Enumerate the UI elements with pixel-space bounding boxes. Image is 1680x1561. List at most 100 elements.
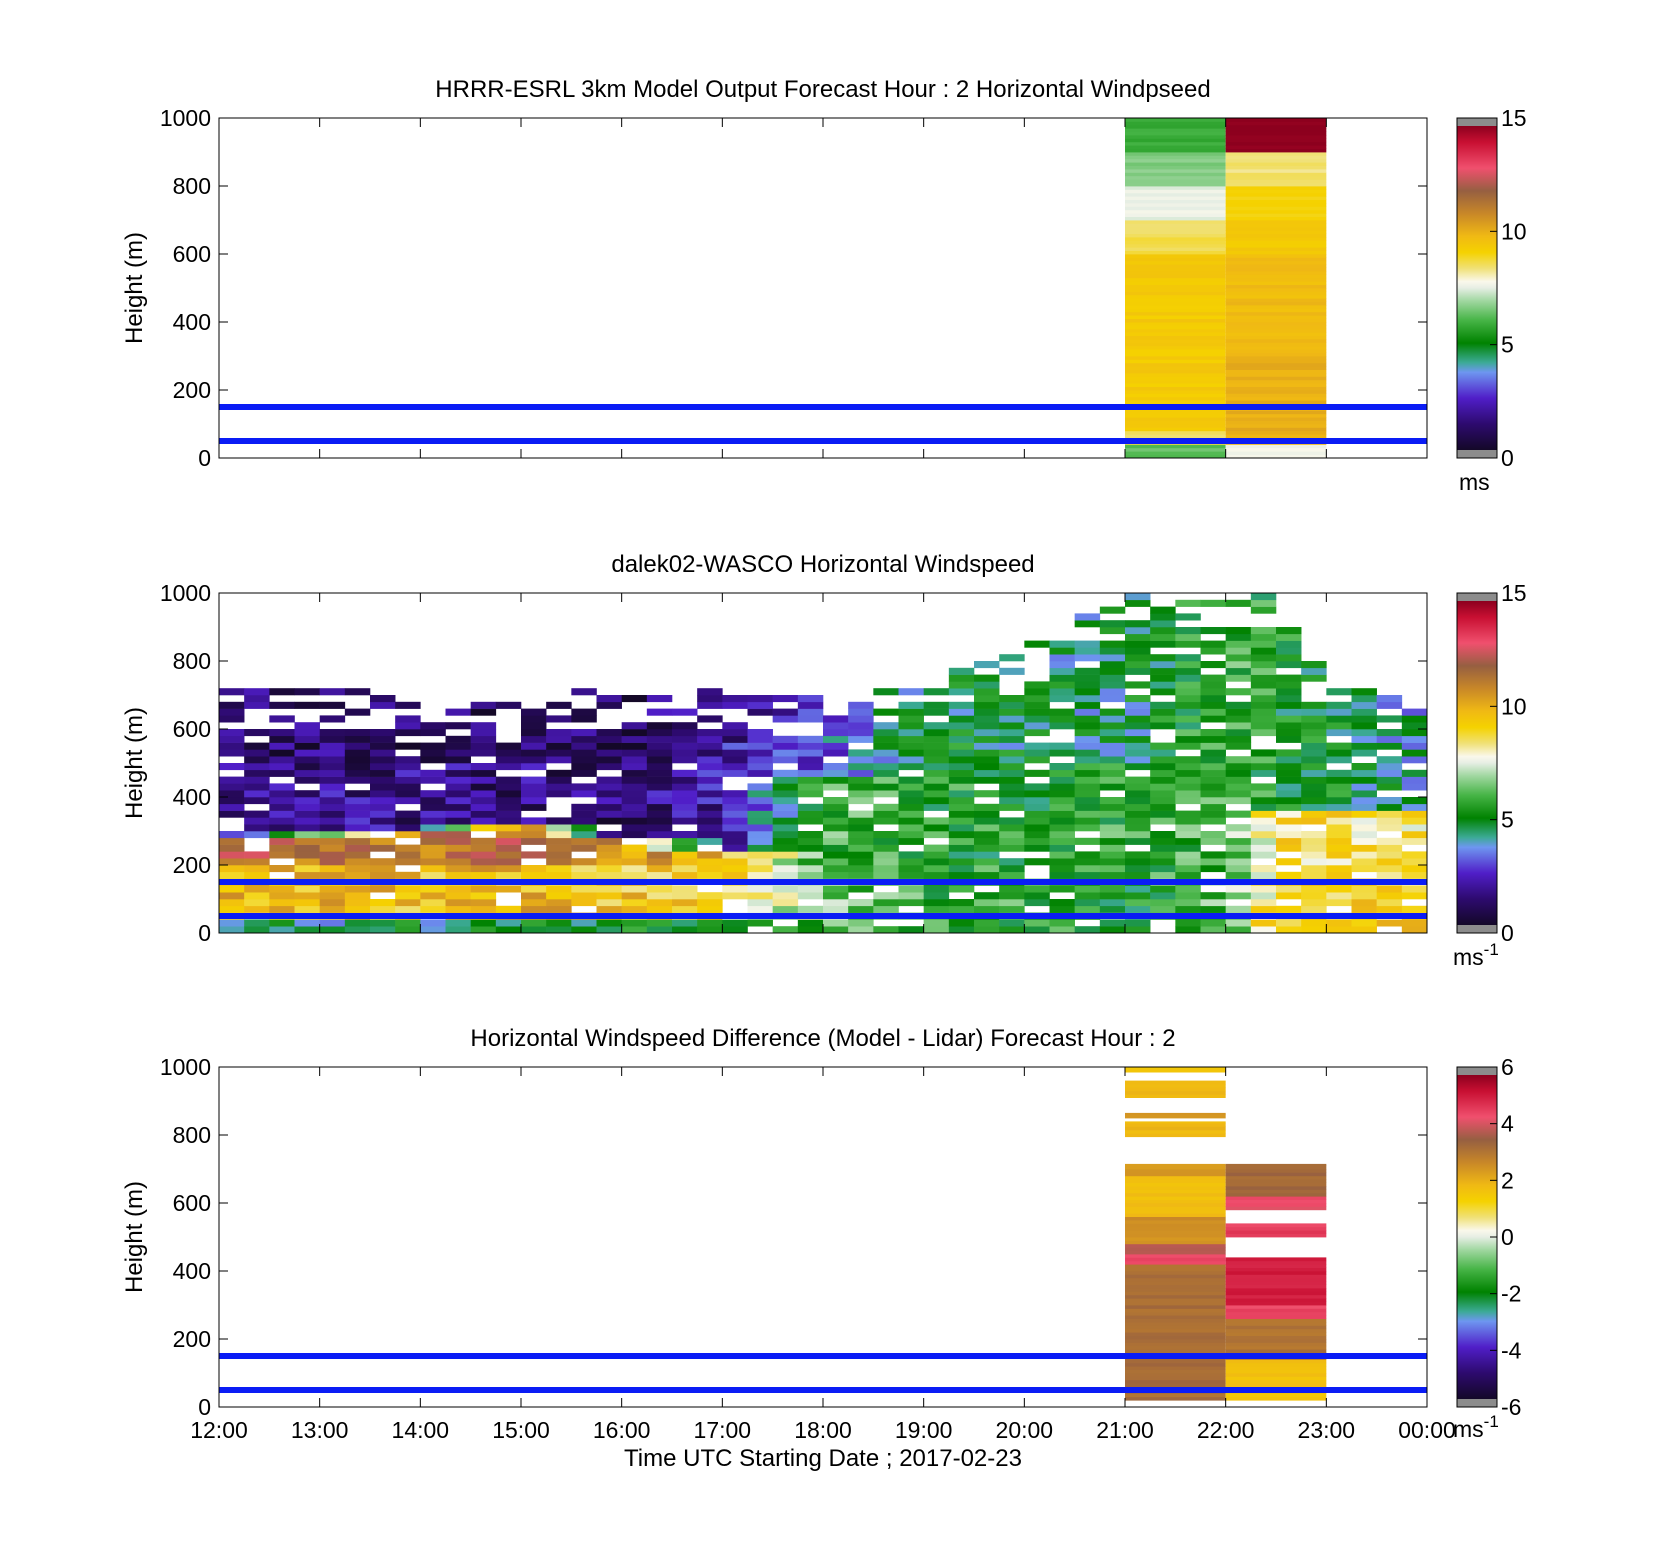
heatmap-cell (1125, 301, 1226, 306)
heatmap-cell (269, 837, 295, 845)
heatmap-cell (772, 695, 799, 703)
heatmap-cell (219, 837, 245, 845)
heatmap-cell (1225, 260, 1327, 265)
heatmap-cell (948, 810, 975, 818)
heatmap-cell (1200, 865, 1226, 873)
heatmap-cell (1225, 688, 1252, 696)
heatmap-cell (1225, 1305, 1327, 1309)
heatmap-cell (1326, 919, 1352, 927)
heatmap-cell (898, 817, 924, 825)
heatmap-cell (697, 919, 723, 927)
heatmap-cell (420, 851, 446, 859)
heatmap-cell (823, 729, 849, 737)
heatmap-cell (1326, 892, 1352, 900)
heatmap-cell (1049, 715, 1075, 723)
heatmap-cell (1125, 899, 1151, 907)
heatmap-cell (672, 899, 698, 907)
y-tick-label: 400 (173, 1258, 211, 1284)
colorbar-gradient (1457, 126, 1497, 450)
heatmap-cell (1225, 1189, 1327, 1194)
heatmap-cell (1225, 1192, 1327, 1197)
heatmap-cell (420, 776, 446, 784)
heatmap-cell (1049, 905, 1075, 913)
heatmap-cell (747, 708, 773, 716)
heatmap-cell (319, 899, 346, 907)
heatmap-cell (1049, 803, 1075, 811)
heatmap-cell (1175, 851, 1201, 859)
heatmap-cell (621, 871, 648, 879)
heatmap-cell (1351, 926, 1377, 933)
heatmap-cell (1225, 152, 1327, 156)
heatmap-cell (420, 926, 446, 933)
heatmap-cell (1250, 654, 1277, 662)
heatmap-cell (1225, 1376, 1327, 1381)
heatmap-cell (722, 701, 748, 709)
heatmap-cell (974, 831, 1000, 839)
heatmap-cell (646, 742, 673, 750)
panel-model-x-ticks (218, 118, 1428, 458)
heatmap-cell (445, 919, 471, 927)
heatmap-cell (1225, 1260, 1327, 1265)
heatmap-cell (1225, 264, 1327, 268)
heatmap-cell (1225, 865, 1252, 873)
heatmap-cell (848, 708, 874, 716)
heatmap-cell (1125, 325, 1226, 330)
heatmap-cell (244, 824, 270, 832)
heatmap-cell (1225, 165, 1327, 170)
heatmap-cell (1200, 735, 1226, 743)
heatmap-cell (269, 885, 295, 893)
heatmap-cell (1351, 695, 1377, 703)
heatmap-cell (1150, 892, 1176, 900)
heatmap-cell (521, 885, 547, 893)
heatmap-cell (1401, 749, 1427, 757)
heatmap-cell (294, 763, 320, 771)
heatmap-cell (244, 831, 270, 839)
heatmap-cell (1150, 688, 1176, 696)
heatmap-cell (1024, 926, 1050, 933)
heatmap-cell (1301, 899, 1327, 907)
heatmap-cell (521, 756, 547, 764)
heatmap-cell (1125, 1315, 1226, 1319)
heatmap-cell (772, 926, 799, 933)
heatmap-cell (1376, 701, 1403, 709)
heatmap-cell (923, 742, 950, 750)
heatmap-cell (1276, 844, 1302, 852)
heatmap-cell (999, 735, 1025, 743)
heatmap-cell (370, 735, 396, 743)
heatmap-cell (1250, 722, 1277, 730)
heatmap-cell (1276, 769, 1302, 777)
heatmap-cell (219, 776, 245, 784)
heatmap-cell (1225, 342, 1327, 347)
heatmap-cell (1175, 899, 1201, 907)
heatmap-cell (1024, 892, 1050, 900)
heatmap-cell (1401, 783, 1427, 791)
heatmap-cell (873, 871, 899, 879)
colorbar-tick-label: 10 (1501, 693, 1527, 719)
heatmap-cell (747, 899, 773, 907)
heatmap-cell (747, 919, 773, 927)
heatmap-cell (1049, 674, 1075, 682)
heatmap-cell (1049, 865, 1075, 873)
heatmap-cell (1125, 1301, 1226, 1306)
heatmap-cell (1125, 366, 1226, 370)
heatmap-cell (1376, 756, 1403, 764)
heatmap-cell (1376, 763, 1403, 771)
heatmap-cell (546, 899, 572, 907)
heatmap-cell (621, 742, 648, 750)
heatmap-cell (571, 837, 597, 845)
heatmap-cell (244, 892, 270, 900)
heatmap-cell (1301, 810, 1327, 818)
heatmap-cell (948, 865, 975, 873)
heatmap-cell (344, 837, 371, 845)
heatmap-cell (1099, 681, 1126, 689)
heatmap-cell (1125, 233, 1226, 238)
heatmap-cell (445, 865, 471, 873)
heatmap-cell (697, 817, 723, 825)
heatmap-cell (495, 756, 522, 764)
heatmap-cell (948, 851, 975, 859)
heatmap-cell (1125, 148, 1226, 153)
heatmap-cell (1125, 376, 1226, 381)
heatmap-cell (219, 865, 245, 873)
heatmap-cell (1125, 223, 1226, 228)
heatmap-cell (319, 776, 346, 784)
